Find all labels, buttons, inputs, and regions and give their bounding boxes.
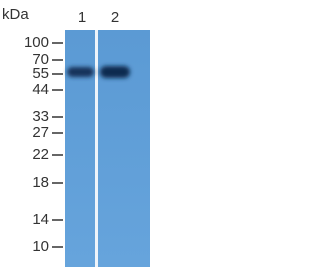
band xyxy=(67,67,94,77)
band xyxy=(100,66,130,78)
marker-label: 22 xyxy=(32,146,49,163)
unit-label: kDa xyxy=(2,6,29,23)
marker-label: 27 xyxy=(32,124,49,141)
lane-label: 2 xyxy=(111,9,119,26)
marker-label: 100 xyxy=(24,34,49,51)
membrane xyxy=(65,30,150,267)
marker-label: 44 xyxy=(32,81,49,98)
marker-label: 55 xyxy=(32,65,49,82)
lane-separator xyxy=(95,30,98,267)
marker-label: 33 xyxy=(32,108,49,125)
marker-label: 18 xyxy=(32,174,49,191)
lane-label: 1 xyxy=(78,9,86,26)
marker-label: 10 xyxy=(32,238,49,255)
marker-label: 70 xyxy=(32,51,49,68)
marker-label: 14 xyxy=(32,211,49,228)
